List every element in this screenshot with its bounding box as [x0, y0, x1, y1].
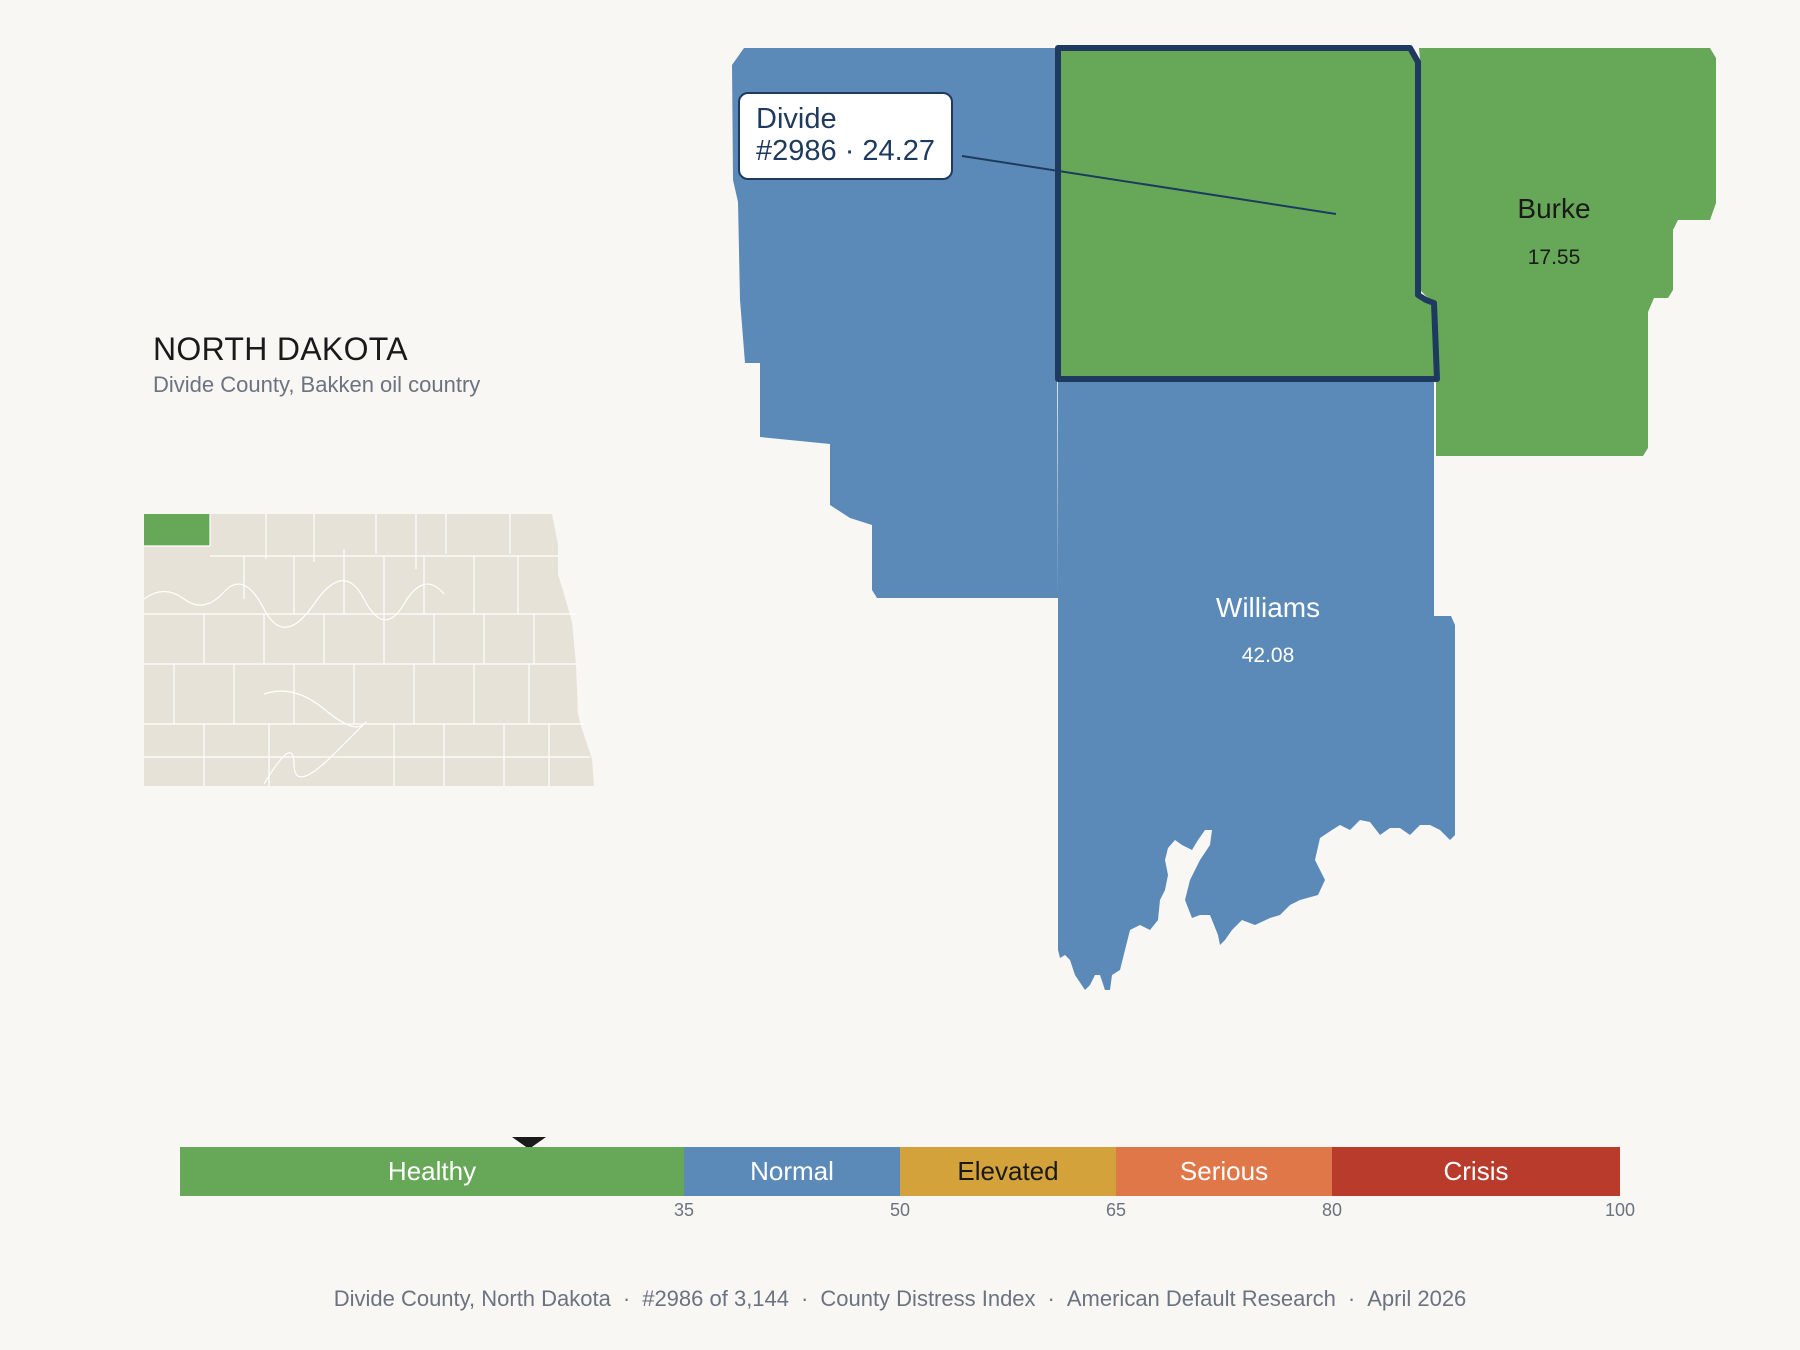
callout-rank-score: #2986 · 24.27 [756, 135, 935, 167]
legend-tick-35: 35 [673, 1200, 695, 1220]
state-inset-map [144, 514, 594, 786]
footer-source: American Default Research [1066, 1286, 1336, 1311]
divide-county-shape[interactable] [1055, 45, 1440, 382]
state-subtitle: Divide County, Bakken oil country [153, 372, 481, 397]
legend-segment-serious: Serious [1116, 1147, 1332, 1196]
legend-tick-65: 65 [1105, 1200, 1127, 1220]
callout-leader-line [961, 155, 1337, 215]
footer-county: Divide County, North Dakota [333, 1286, 611, 1311]
legend-tick-50: 50 [889, 1200, 911, 1220]
williams-label: Williams [1216, 592, 1320, 623]
williams-county-shape[interactable] [1058, 379, 1455, 990]
footer-rank: #2986 of 3,144 [642, 1286, 790, 1311]
footer-index-name: County Distress Index [820, 1286, 1036, 1311]
burke-county-shape[interactable] [1419, 48, 1716, 456]
legend-segment-healthy: Healthy [180, 1147, 684, 1196]
state-outline [144, 514, 594, 786]
callout-county-name: Divide [756, 103, 837, 135]
footer-credits: Divide County, North Dakota · #2986 of 3,1… [333, 1286, 1467, 1311]
divide-callout: Divide #2986 · 24.27 [738, 92, 953, 180]
legend-segment-normal: Normal [684, 1147, 900, 1196]
burke-label: Burke [1517, 193, 1590, 224]
legend-segment-crisis: Crisis [1332, 1147, 1620, 1196]
inset-county-borders [144, 514, 590, 786]
williams-score: 42.08 [1242, 644, 1295, 667]
burke-score: 17.55 [1528, 246, 1581, 269]
distress-legend-bar: Healthy Normal Elevated Serious Crisis [180, 1147, 1620, 1196]
legend-tick-100: 100 [1604, 1200, 1636, 1220]
west-county-shape[interactable] [732, 48, 1058, 598]
legend-segment-elevated: Elevated [900, 1147, 1116, 1196]
legend-tick-80: 80 [1321, 1200, 1343, 1220]
footer-date: April 2026 [1367, 1286, 1467, 1311]
state-title: NORTH DAKOTA [153, 331, 408, 367]
divide-inset-highlight[interactable] [144, 514, 210, 546]
score-pointer-icon [512, 1137, 547, 1149]
